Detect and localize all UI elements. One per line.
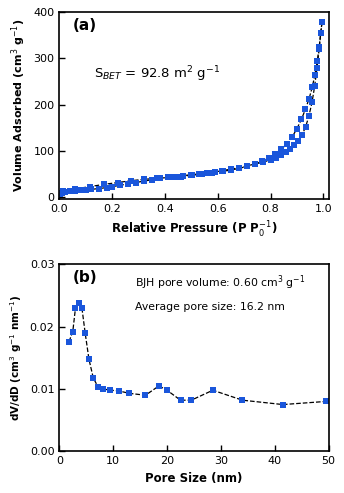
Text: (b): (b) — [73, 270, 97, 285]
X-axis label: Pore Size (nm): Pore Size (nm) — [145, 472, 243, 485]
Text: Average pore size: 16.2 nm: Average pore size: 16.2 nm — [135, 302, 284, 312]
Text: S$_{BET}$ = 92.8 m$^{2}$ g$^{-1}$: S$_{BET}$ = 92.8 m$^{2}$ g$^{-1}$ — [94, 65, 221, 84]
X-axis label: Relative Pressure (P P$_0^{-1}$): Relative Pressure (P P$_0^{-1}$) — [111, 219, 277, 240]
Y-axis label: dV/dD (cm$^3$ g$^{-1}$ nm$^{-1}$): dV/dD (cm$^3$ g$^{-1}$ nm$^{-1}$) — [8, 295, 24, 421]
Text: BJH pore volume: 0.60 cm$^3$ g$^{-1}$: BJH pore volume: 0.60 cm$^3$ g$^{-1}$ — [135, 274, 305, 292]
Text: (a): (a) — [73, 18, 97, 33]
Y-axis label: Volume Adsorbed (cm$^3$ g$^{-1}$): Volume Adsorbed (cm$^3$ g$^{-1}$) — [9, 19, 28, 192]
